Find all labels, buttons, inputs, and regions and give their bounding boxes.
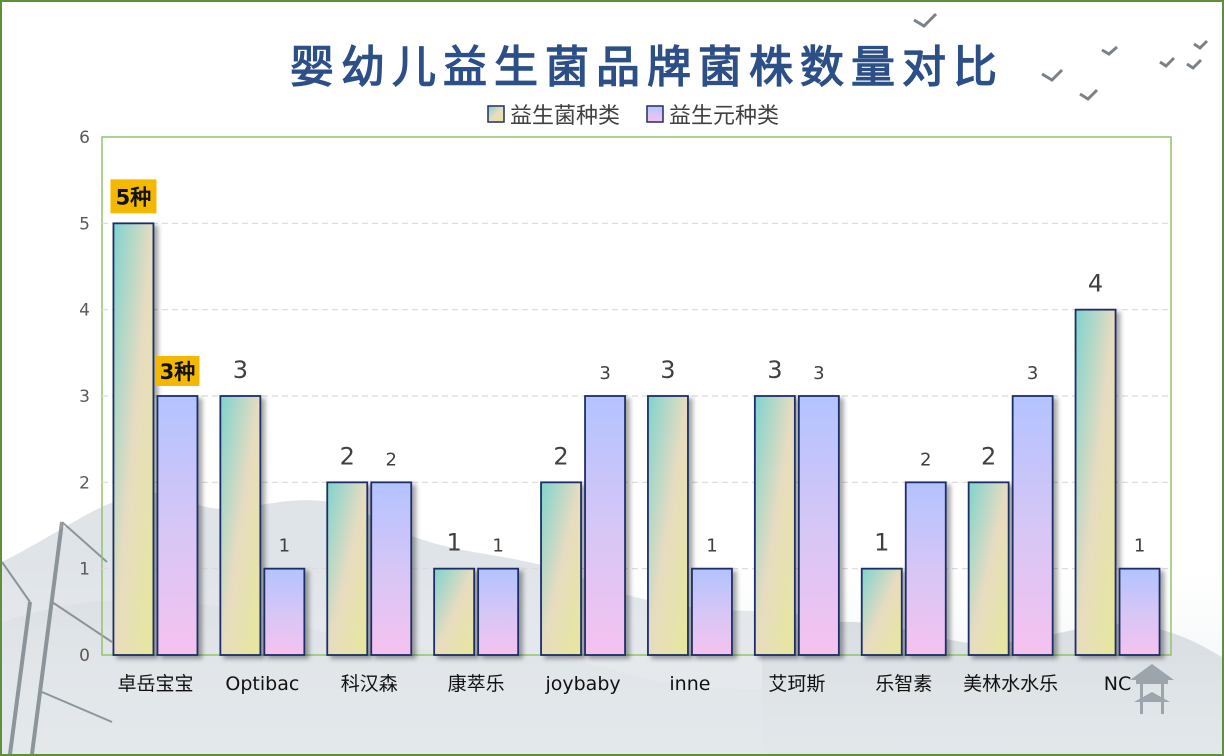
y-tick-label: 6 [79, 128, 90, 148]
x-tick-label: 科汉森 [341, 673, 398, 695]
x-tick-label: inne [669, 673, 710, 695]
data-label-series-1: 3 [233, 356, 248, 384]
data-label-series-1: 2 [553, 442, 568, 470]
data-label-series-1: 3 [660, 356, 675, 384]
x-tick-label: 卓岳宝宝 [117, 673, 193, 695]
x-tick-label: 康萃乐 [448, 673, 505, 695]
pavilion-decoration [1130, 664, 1174, 714]
bar-series-2 [797, 395, 840, 656]
bar-series-1 [326, 481, 369, 656]
legend: 益生菌种类 益生元种类 [487, 104, 779, 129]
legend-swatch-series-1 [487, 105, 505, 123]
legend-swatch-series-2 [646, 105, 664, 123]
bar-series-1 [753, 395, 796, 656]
bar-series-2 [370, 481, 413, 656]
data-labels: 5种 3种 3 1 2 2 1 1 2 3 3 1 3 3 1 2 2 3 4 1 [110, 179, 1145, 557]
highlight-badge-label: 3种 [160, 360, 196, 384]
bar-series-1 [219, 395, 262, 656]
bar-series-2 [1118, 567, 1161, 656]
bar-series-2 [584, 395, 626, 656]
data-label-series-1: 3 [767, 356, 782, 384]
highlight-badge-label: 5种 [116, 185, 152, 209]
data-label-series-2: 3 [813, 363, 824, 384]
bar-series-2 [477, 567, 520, 656]
x-tick-label: 艾珂斯 [768, 673, 825, 695]
data-label-series-1: 1 [447, 529, 462, 557]
y-tick-label: 2 [79, 473, 90, 493]
x-axis-ticks: 卓岳宝宝 Optibac 科汉森 康萃乐 joybaby inne 艾珂斯 乐智素 美林水水乐 N… [117, 673, 1131, 695]
data-label-series-1: 2 [340, 442, 355, 470]
y-axis-ticks: 0 1 2 3 4 5 6 [79, 128, 90, 666]
legend-label-series-1: 益生菌种类 [510, 104, 620, 129]
x-tick-label: 乐智素 [875, 673, 932, 695]
bar-series-1 [540, 481, 582, 656]
data-label-series-1: 4 [1088, 270, 1103, 298]
x-tick-label: Optibac [225, 673, 299, 695]
bar-series-1 [647, 395, 689, 656]
bar-series-1 [967, 481, 1010, 656]
data-label-series-2: 1 [279, 536, 290, 557]
data-label-series-2: 3 [599, 363, 610, 384]
y-tick-label: 5 [79, 214, 90, 234]
data-label-series-2: 1 [706, 536, 717, 557]
x-tick-label: NC [1104, 673, 1131, 695]
data-label-series-1: 2 [981, 442, 996, 470]
data-label-series-2: 1 [492, 536, 503, 557]
bar-series-2 [1011, 395, 1054, 656]
y-tick-label: 3 [79, 387, 90, 407]
bar-series-1 [860, 567, 903, 656]
bar-series-2 [263, 567, 306, 656]
y-tick-label: 4 [79, 301, 90, 321]
y-tick-label: 1 [79, 560, 90, 580]
data-label-series-2: 3 [1027, 363, 1038, 384]
bar-series-2 [904, 481, 947, 656]
bar-series-2 [691, 567, 733, 656]
highlight-badge [110, 179, 157, 214]
bar-series-1 [112, 222, 155, 656]
birds-decoration [913, 12, 1209, 101]
chart-title: 婴幼儿益生菌品牌菌株数量对比 [290, 42, 1004, 93]
x-tick-label: 美林水水乐 [963, 673, 1058, 695]
data-label-series-1: 1 [874, 529, 889, 557]
data-label-series-2: 2 [386, 449, 397, 470]
y-tick-label: 0 [79, 646, 90, 666]
x-tick-label: joybaby [544, 673, 620, 695]
bar-series-1 [1074, 308, 1117, 656]
bars [112, 222, 1161, 656]
bar-series-1 [433, 567, 476, 656]
legend-label-series-2: 益生元种类 [669, 104, 779, 129]
data-label-series-2: 1 [1134, 536, 1145, 557]
bar-series-2 [156, 395, 199, 656]
highlight-badge [155, 356, 200, 386]
data-label-series-2: 2 [920, 449, 931, 470]
